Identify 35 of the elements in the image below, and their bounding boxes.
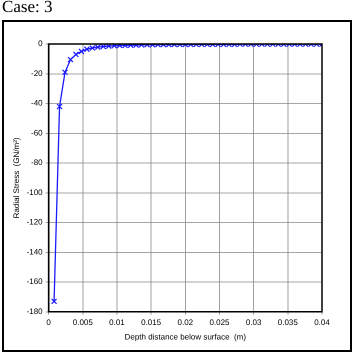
x-tick-label: 0.03 <box>246 318 262 327</box>
y-tick-label: -100 <box>26 188 44 197</box>
y-tick-label: -60 <box>31 128 44 138</box>
x-tick-label: 0.005 <box>72 318 94 327</box>
x-tick-label: 0.04 <box>314 318 330 327</box>
point <box>111 44 118 49</box>
y-axis-title: Radial Stress (GN/m²) <box>12 137 22 218</box>
point <box>51 298 58 304</box>
point <box>89 44 96 52</box>
x-tick-label: 0 <box>46 318 52 327</box>
point <box>67 56 74 63</box>
y-tick-label: -140 <box>26 247 44 256</box>
point <box>116 44 123 49</box>
x-tick-label: 0.015 <box>141 318 162 327</box>
point <box>78 48 84 55</box>
y-tick-label: -80 <box>31 158 44 168</box>
point <box>84 46 90 52</box>
point <box>106 44 112 50</box>
point <box>72 51 80 58</box>
point <box>100 44 106 50</box>
point <box>62 69 68 76</box>
y-tick-label: -160 <box>26 277 44 286</box>
x-tick-label: 0.025 <box>209 318 230 327</box>
y-tick-label: -120 <box>26 218 44 227</box>
y-tick-label: 0 <box>38 39 44 48</box>
y-tick-label: -20 <box>31 68 44 78</box>
x-tick-label: 0.035 <box>278 318 298 327</box>
y-tick-label: -40 <box>31 98 44 108</box>
y-tick-label: -180 <box>26 307 44 316</box>
chart-title: Case: 3 <box>2 0 53 17</box>
x-axis-title: Depth distance below surface (m) <box>124 332 246 342</box>
x-tick-label: 0.01 <box>109 318 126 327</box>
x-tick-label: 0.02 <box>178 318 194 327</box>
point <box>56 103 63 110</box>
point <box>94 44 101 50</box>
